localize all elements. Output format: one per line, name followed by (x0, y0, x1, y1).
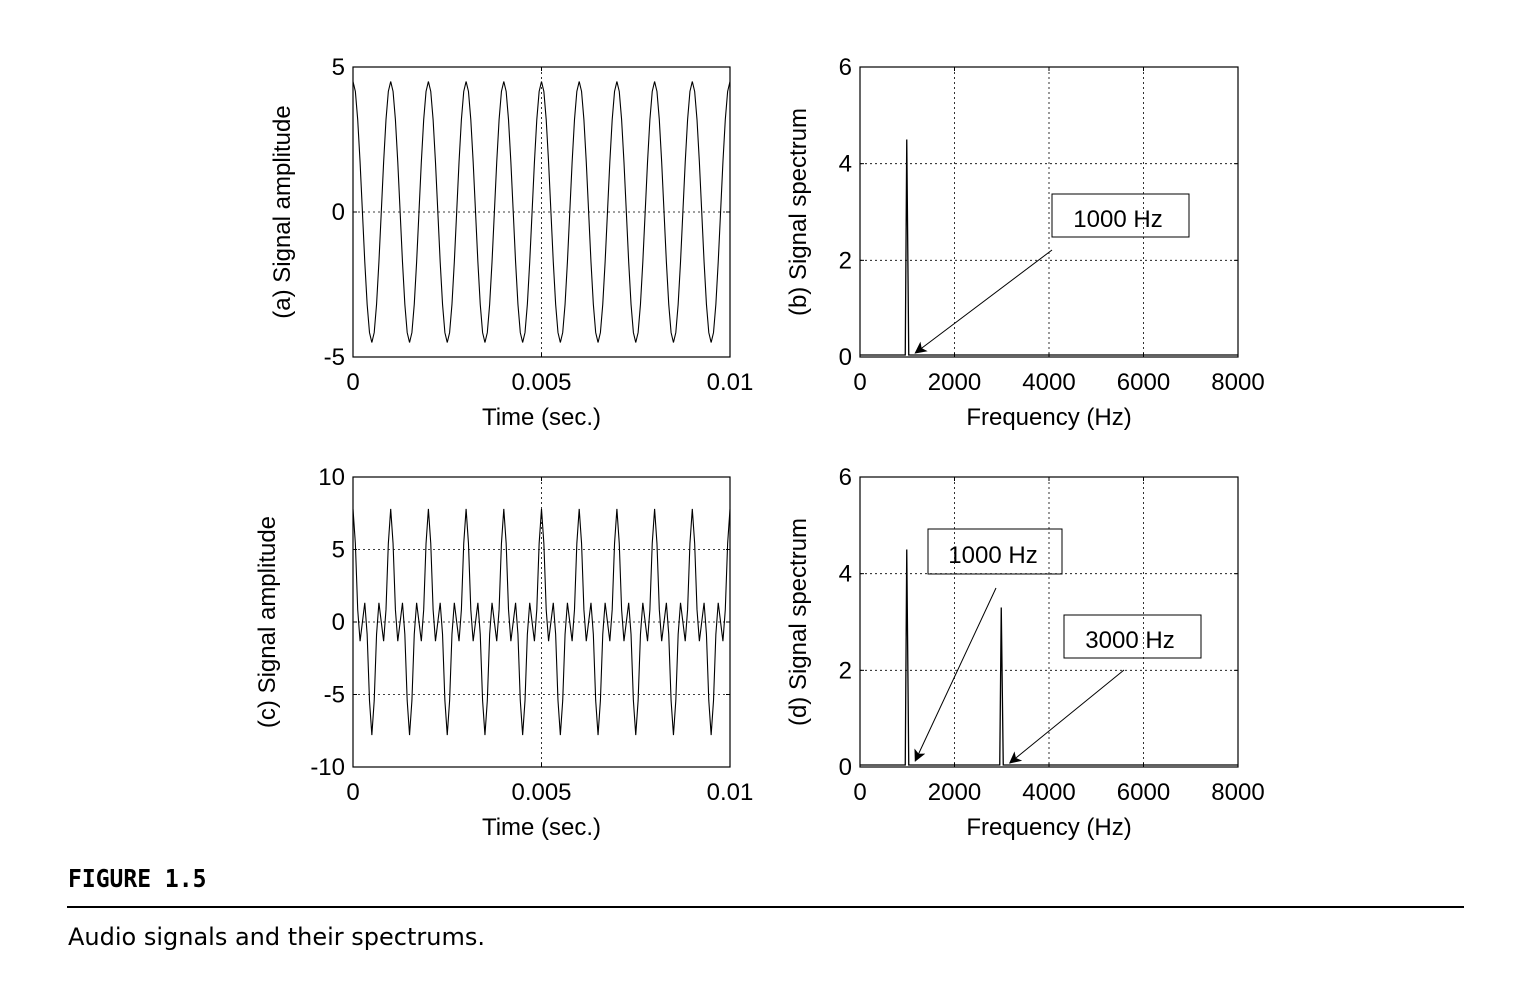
spectrum-trace (860, 139, 1238, 356)
y-tick-label: 10 (318, 464, 345, 491)
x-tick-label: 0.005 (511, 779, 571, 806)
y-tick-label: 5 (332, 537, 345, 564)
y-tick-label: 2 (839, 247, 852, 274)
y-tick-label: 2 (839, 657, 852, 684)
annotation-label: 3000 Hz (1085, 627, 1174, 654)
y-tick-label: 6 (839, 464, 852, 491)
caption-divider (67, 906, 1464, 908)
x-tick-label: 4000 (1022, 369, 1075, 396)
y-axis-label: (b) Signal spectrum (785, 108, 812, 316)
x-tick-label: 2000 (928, 369, 981, 396)
x-tick-label: 8000 (1211, 779, 1264, 806)
subplot-c: 0 0.005 0.01 -10 -5 0 5 10 Time (sec.) (c) Signal… (254, 464, 753, 841)
x-tick-label: 0 (346, 369, 359, 396)
figure-label: FIGURE 1.5 (68, 864, 207, 893)
y-axis-label: (a) Signal amplitude (269, 105, 296, 318)
x-tick-label: 0 (346, 779, 359, 806)
x-axis-label: Frequency (Hz) (966, 404, 1131, 431)
signal-trace (352, 81, 731, 343)
x-tick-label: 2000 (928, 779, 981, 806)
annotation-arrow (1008, 669, 1125, 764)
x-axis-label: Frequency (Hz) (966, 814, 1131, 841)
x-tick-label: 0.01 (707, 369, 754, 396)
y-tick-label: 4 (839, 561, 852, 588)
y-tick-label: 0 (332, 199, 345, 226)
x-tick-label: 6000 (1117, 779, 1170, 806)
y-tick-label: 0 (839, 344, 852, 371)
subplot-b: 0 2000 4000 6000 8000 0 2 4 6 Frequency (Hz) (b) S… (785, 54, 1265, 431)
figure-caption: Audio signals and their spectrums. (68, 923, 485, 951)
y-tick-label: 5 (332, 54, 345, 81)
y-tick-label: 0 (332, 609, 345, 636)
y-axis-label: (c) Signal amplitude (254, 516, 281, 728)
y-tick-label: 0 (839, 754, 852, 781)
spectrum-trace (860, 549, 1238, 766)
y-tick-label: 4 (839, 151, 852, 178)
subplot-d: 0 2000 4000 6000 8000 0 2 4 6 Frequency (Hz) (d) S… (785, 464, 1265, 841)
annotation-label: 1000 Hz (948, 542, 1037, 569)
x-axis-label: Time (sec.) (482, 404, 601, 431)
y-tick-label: 6 (839, 54, 852, 81)
y-tick-label: -5 (324, 682, 345, 709)
x-tick-label: 6000 (1117, 369, 1170, 396)
x-tick-label: 0.005 (511, 369, 571, 396)
annotation-box (1051, 193, 1190, 238)
y-axis-label: (d) Signal spectrum (785, 518, 812, 726)
x-tick-label: 8000 (1211, 369, 1264, 396)
x-tick-label: 0 (853, 369, 866, 396)
x-tick-label: 0.01 (707, 779, 754, 806)
annotation-box (927, 528, 1063, 575)
annotation-box (1063, 614, 1202, 659)
x-tick-label: 4000 (1022, 779, 1075, 806)
annotation-label: 1000 Hz (1073, 206, 1162, 233)
annotation-arrow (914, 587, 997, 762)
x-tick-label: 0 (853, 779, 866, 806)
signal-trace (352, 508, 731, 736)
y-tick-label: -10 (310, 754, 345, 781)
annotation-arrow (914, 249, 1053, 354)
x-axis-label: Time (sec.) (482, 814, 601, 841)
y-tick-label: -5 (324, 344, 345, 371)
